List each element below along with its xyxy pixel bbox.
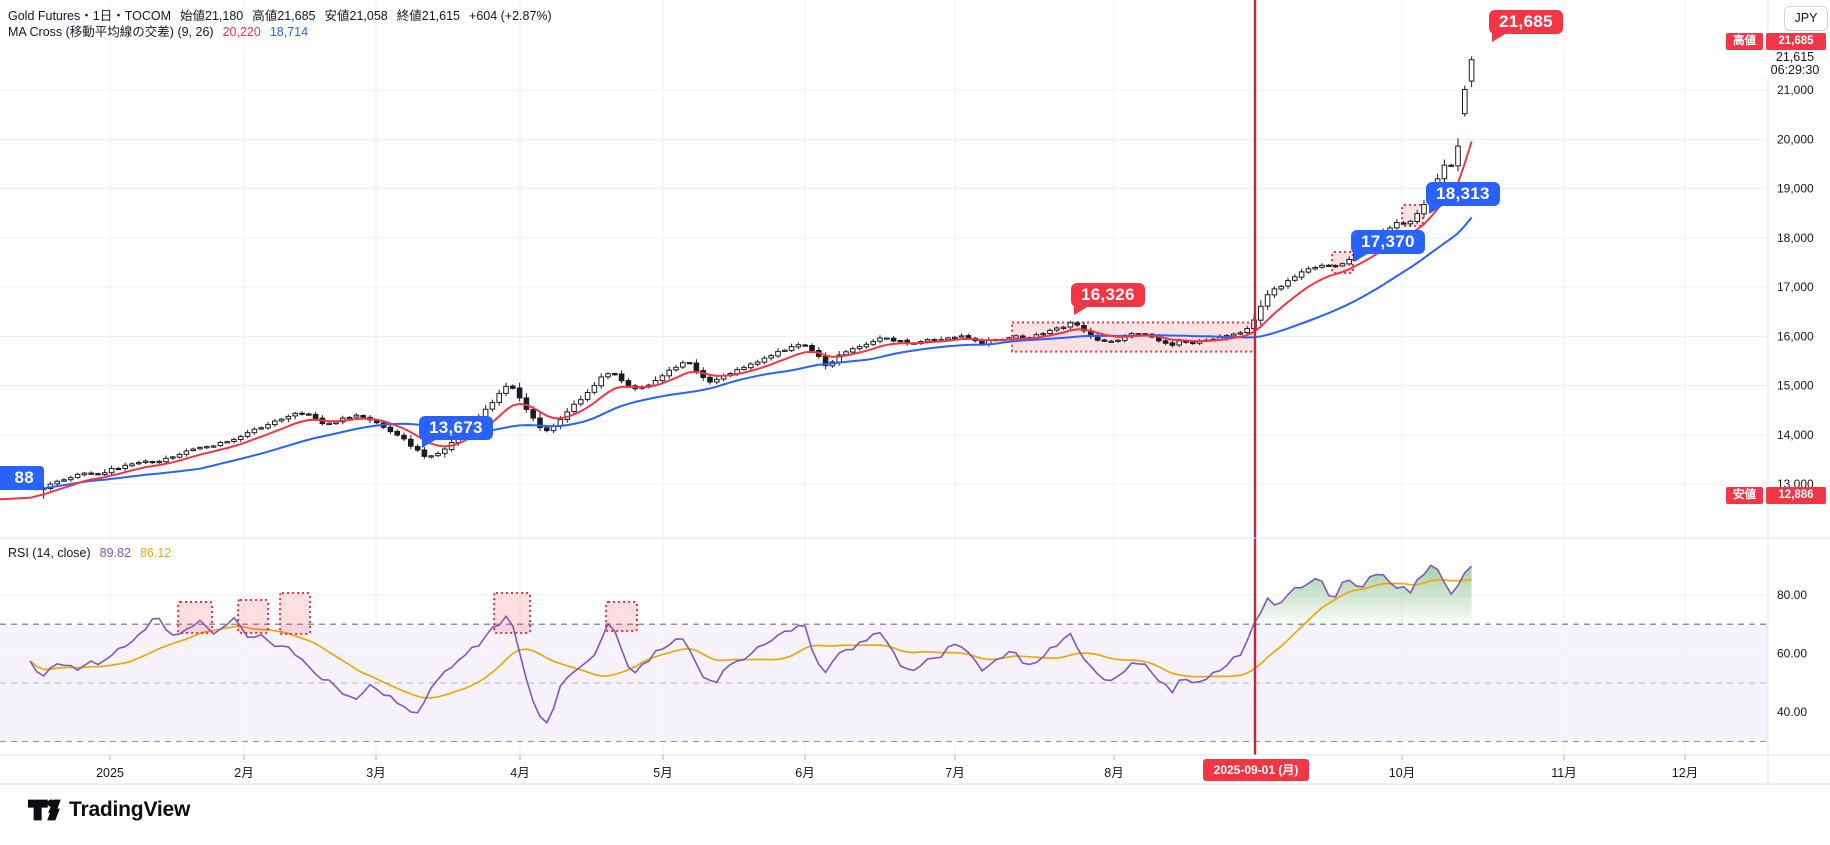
svg-text:3月: 3月 — [366, 766, 385, 780]
callout-17370[interactable]: 17,370 — [1351, 230, 1425, 262]
svg-text:11月: 11月 — [1551, 766, 1576, 780]
ma-slow-value: 18,714 — [269, 25, 309, 39]
tradingview-logo-text: TradingView — [69, 798, 191, 821]
svg-text:16,000: 16,000 — [1777, 329, 1814, 343]
ma-cross-label: MA Cross (移動平均線の交差) (9, 26) — [8, 25, 214, 39]
rsi-value: 89.82 — [99, 546, 131, 560]
close-stat: 終値21,615 — [396, 9, 461, 23]
last-price-block: 21,615 06:29:30 — [1764, 51, 1826, 77]
high-badge-tag: 高値 — [1726, 33, 1763, 50]
svg-text:6月: 6月 — [795, 766, 814, 780]
high-badge-value: 21,685 — [1766, 33, 1826, 50]
low-badge-value: 12,886 — [1766, 487, 1826, 504]
svg-text:19,000: 19,000 — [1777, 182, 1814, 196]
svg-text:80.00: 80.00 — [1777, 588, 1807, 602]
svg-text:14,000: 14,000 — [1777, 428, 1814, 442]
callout-18313[interactable]: 18,313 — [1426, 182, 1500, 214]
rsi-lines — [29, 564, 1473, 725]
countdown-timer: 06:29:30 — [1770, 63, 1820, 77]
svg-text:12月: 12月 — [1672, 766, 1698, 780]
svg-text:7月: 7月 — [945, 766, 964, 780]
svg-text:4月: 4月 — [510, 766, 529, 780]
ma-cross-header: MA Cross (移動平均線の交差) (9, 26) 20,220 18,71… — [8, 21, 308, 40]
svg-text:8月: 8月 — [1104, 766, 1123, 780]
rsi-label: RSI (14, close) — [8, 546, 91, 560]
svg-text:21,000: 21,000 — [1777, 83, 1814, 97]
callout-16326[interactable]: 16,326 — [1071, 283, 1145, 315]
svg-text:2025: 2025 — [96, 766, 124, 780]
ma-lines — [0, 141, 1473, 501]
symbol-title: Gold Futures・1日・TOCOM — [8, 9, 172, 23]
svg-text:2月: 2月 — [234, 766, 253, 780]
pane-borders — [0, 0, 1830, 785]
time-axis-labels: 2025 2月 3月 4月 5月 6月 7月 8月 10月 11月 12月 — [96, 755, 1698, 780]
price-axis-labels: 21,000 20,000 19,000 18,000 17,000 16,000 15,0… — [1777, 83, 1814, 719]
rsi-header: RSI (14, close) 89.82 86.12 — [8, 546, 171, 560]
currency-toggle-button[interactable]: JPY — [1784, 6, 1828, 31]
open-stat: 始値21,180 — [180, 9, 244, 23]
low-price-axis-badge: 安値 12,886 — [1726, 487, 1826, 504]
rsi-levels — [0, 623, 1768, 743]
svg-text:5月: 5月 — [653, 766, 672, 780]
svg-text:20,000: 20,000 — [1777, 132, 1814, 146]
low-stat: 安値21,058 — [324, 9, 388, 23]
low-badge-tag: 安値 — [1726, 487, 1763, 504]
svg-text:17,000: 17,000 — [1777, 280, 1814, 294]
callout-left-cross[interactable]: 88 — [0, 466, 44, 490]
change-stat: +604 (+2.87%) — [469, 9, 552, 23]
high-stat: 高値21,685 — [252, 9, 316, 23]
gridlines — [0, 0, 1768, 755]
callout-21685[interactable]: 21,685 — [1489, 10, 1563, 42]
svg-text:40.00: 40.00 — [1777, 705, 1807, 719]
tradingview-logo[interactable]: TradingView — [27, 796, 190, 824]
rsi-ma-value: 86.12 — [139, 546, 172, 560]
svg-text:60.00: 60.00 — [1777, 647, 1807, 661]
date-axis-badge: 2025-09-01 (月) — [1203, 759, 1309, 781]
ma-fast-value: 20,220 — [222, 25, 261, 39]
rsi-highlight-boxes[interactable] — [177, 592, 638, 635]
symbol-header: Gold Futures・1日・TOCOM 始値21,180 高値21,685 … — [8, 5, 552, 24]
candles — [27, 56, 1475, 499]
tradingview-logo-icon — [27, 796, 61, 824]
high-price-axis-badge: 高値 21,685 — [1726, 33, 1826, 50]
svg-text:10月: 10月 — [1389, 766, 1415, 780]
last-price: 21,615 — [1775, 50, 1815, 64]
callout-13673[interactable]: 13,673 — [419, 416, 493, 448]
svg-text:18,000: 18,000 — [1777, 231, 1814, 245]
svg-text:15,000: 15,000 — [1777, 379, 1814, 393]
